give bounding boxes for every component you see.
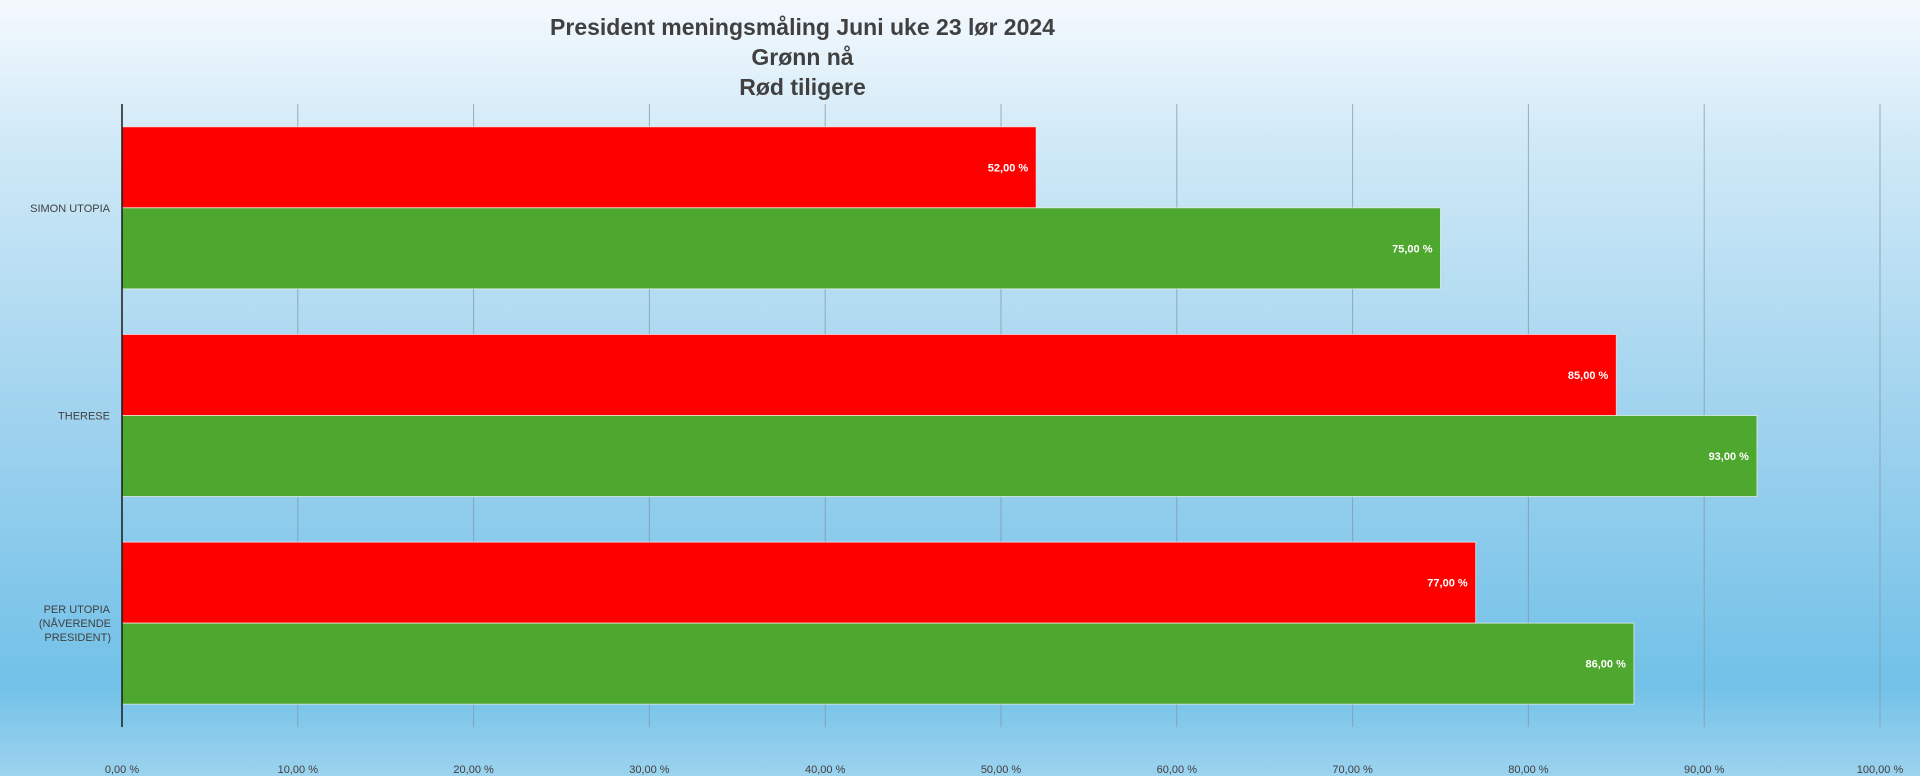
x-tick-label: 100,00 %: [1857, 764, 1904, 776]
data-label: 86,00 %: [1586, 659, 1627, 671]
category-label: THERESE: [58, 411, 110, 423]
x-tick-label: 90,00 %: [1684, 764, 1725, 776]
x-tick-label: 40,00 %: [805, 764, 846, 776]
chart-title-line-1: President meningsmåling Juni uke 23 lør …: [550, 14, 1055, 40]
category-label: PER UTOPIA (NÅVERENDE PRESIDENT): [39, 604, 111, 644]
bar: [121, 541, 1477, 624]
x-tick-label: 70,00 %: [1332, 764, 1373, 776]
bar: [121, 622, 1635, 705]
x-tick-label: 60,00 %: [1157, 764, 1198, 776]
category-label: SIMON UTOPIA: [30, 203, 111, 215]
x-tick-label: 10,00 %: [278, 764, 319, 776]
x-tick-label: 0,00 %: [105, 764, 139, 776]
bar: [121, 334, 1617, 416]
x-tick-label: 20,00 %: [453, 764, 494, 776]
chart-title-line-3: Rød tiligere: [739, 74, 866, 100]
bar: [121, 126, 1037, 209]
x-tick-label: 50,00 %: [981, 764, 1022, 776]
bar: [121, 207, 1441, 290]
data-label: 52,00 %: [988, 162, 1029, 174]
chart-title: President meningsmåling Juni uke 23 lør …: [410, 12, 1195, 102]
x-tick-label: 80,00 %: [1508, 764, 1549, 776]
bar: [121, 415, 1758, 497]
data-label: 75,00 %: [1392, 243, 1433, 255]
data-label: 85,00 %: [1568, 370, 1609, 382]
data-label: 93,00 %: [1709, 451, 1750, 463]
chart-title-line-2: Grønn nå: [751, 44, 854, 70]
x-tick-label: 30,00 %: [629, 764, 670, 776]
data-label: 77,00 %: [1427, 578, 1468, 590]
